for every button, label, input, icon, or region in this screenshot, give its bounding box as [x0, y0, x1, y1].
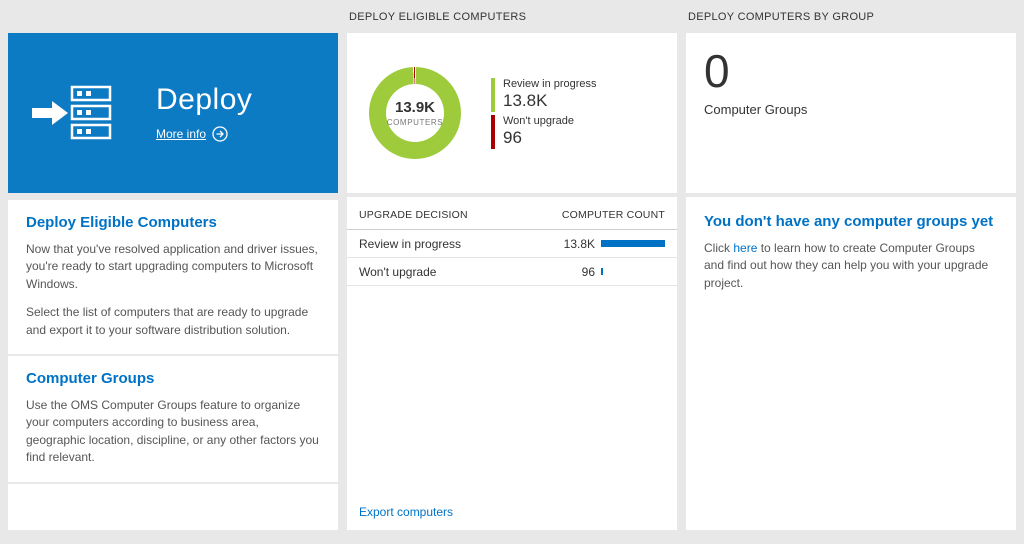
- column-deploy: Deploy More info Deploy Eligible Compute…: [8, 0, 338, 530]
- legend-item: Review in progress 13.8K: [491, 77, 597, 112]
- legend-value: 96: [503, 127, 522, 147]
- export-computers-link[interactable]: Export computers: [359, 505, 454, 519]
- arrow-circle-icon: [212, 126, 228, 142]
- groups-message-text: Click here to learn how to create Comput…: [704, 240, 998, 292]
- donut-chart: 13.9K COMPUTERS: [369, 67, 461, 159]
- section-paragraph: Use the OMS Computer Groups feature to o…: [26, 397, 319, 465]
- row-value: 13.8K: [563, 236, 595, 251]
- deploy-tile[interactable]: Deploy More info: [8, 33, 338, 193]
- legend-name: Won't upgrade: [503, 114, 575, 127]
- table-row[interactable]: Won't upgrade 96: [347, 258, 677, 286]
- more-info-link[interactable]: More info: [156, 126, 228, 142]
- here-link[interactable]: here: [733, 241, 758, 255]
- section-paragraph: Select the list of computers that are re…: [26, 305, 309, 337]
- table-body: Review in progress 13.8K Won't upgrade 96: [347, 230, 677, 286]
- group-count-card[interactable]: 0 Computer Groups: [686, 33, 1016, 193]
- legend-item: Won't upgrade 96: [491, 114, 597, 149]
- tile-text: Deploy More info: [156, 83, 252, 143]
- legend-name: Review in progress: [503, 77, 597, 90]
- section-heading: Computer Groups: [26, 369, 155, 387]
- group-count-label: Computer Groups: [704, 101, 808, 117]
- deploy-eligible-section: Deploy Eligible Computers Now that you'v…: [8, 200, 338, 354]
- deploy-icon: [32, 85, 112, 140]
- table-header: UPGRADE DECISION COMPUTER COUNT: [347, 197, 677, 230]
- empty-card: [8, 483, 338, 530]
- column-eligible-computers: DEPLOY ELIGIBLE COMPUTERS 13.9K COMPUTER…: [347, 0, 677, 530]
- tile-title: Deploy: [156, 83, 253, 116]
- deploy-dashboard: Deploy More info Deploy Eligible Compute…: [8, 0, 1016, 530]
- section-paragraph: Now that you've resolved application and…: [26, 242, 318, 291]
- row-value: 96: [581, 264, 595, 279]
- donut-center-value: 13.9K: [394, 99, 436, 116]
- message-after: to learn how to create Computer Groups a…: [704, 241, 989, 290]
- column-header-upgrade-decision: UPGRADE DECISION: [359, 209, 468, 221]
- column-computer-groups: DEPLOY COMPUTERS BY GROUP 0 Computer Gro…: [686, 0, 1016, 530]
- row-bar: [601, 240, 665, 247]
- eligible-computers-header: DEPLOY ELIGIBLE COMPUTERS: [349, 10, 527, 23]
- computer-groups-section: Computer Groups Use the OMS Computer Gro…: [8, 355, 338, 482]
- more-info-label: More info: [156, 127, 207, 141]
- donut-center-label: COMPUTERS: [386, 118, 444, 127]
- row-bar: [601, 268, 665, 275]
- groups-message-heading: You don't have any computer groups yet: [704, 213, 994, 230]
- legend-color-bar: [491, 77, 495, 112]
- groups-message-card: You don't have any computer groups yet C…: [686, 197, 1016, 530]
- section-heading: Deploy Eligible Computers: [26, 214, 217, 231]
- computers-by-group-header: DEPLOY COMPUTERS BY GROUP: [688, 10, 875, 23]
- legend-value: 13.8K: [503, 90, 548, 110]
- upgrade-decision-table-card: UPGRADE DECISION COMPUTER COUNT Review i…: [347, 197, 677, 530]
- column-header-spacer: [8, 0, 338, 33]
- row-label: Won't upgrade: [359, 264, 437, 279]
- table-row[interactable]: Review in progress 13.8K: [347, 230, 677, 258]
- donut-card[interactable]: 13.9K COMPUTERS Review in progress 13.8K W…: [347, 33, 677, 193]
- donut-legend: Review in progress 13.8K Won't upgrade 96: [491, 77, 597, 149]
- legend-color-bar: [491, 114, 495, 149]
- donut-center: 13.9K COMPUTERS: [369, 67, 461, 159]
- row-label: Review in progress: [359, 236, 462, 251]
- message-before: Click: [704, 241, 734, 255]
- column-header-computer-count: COMPUTER COUNT: [561, 209, 665, 221]
- group-count-value: 0: [704, 45, 730, 97]
